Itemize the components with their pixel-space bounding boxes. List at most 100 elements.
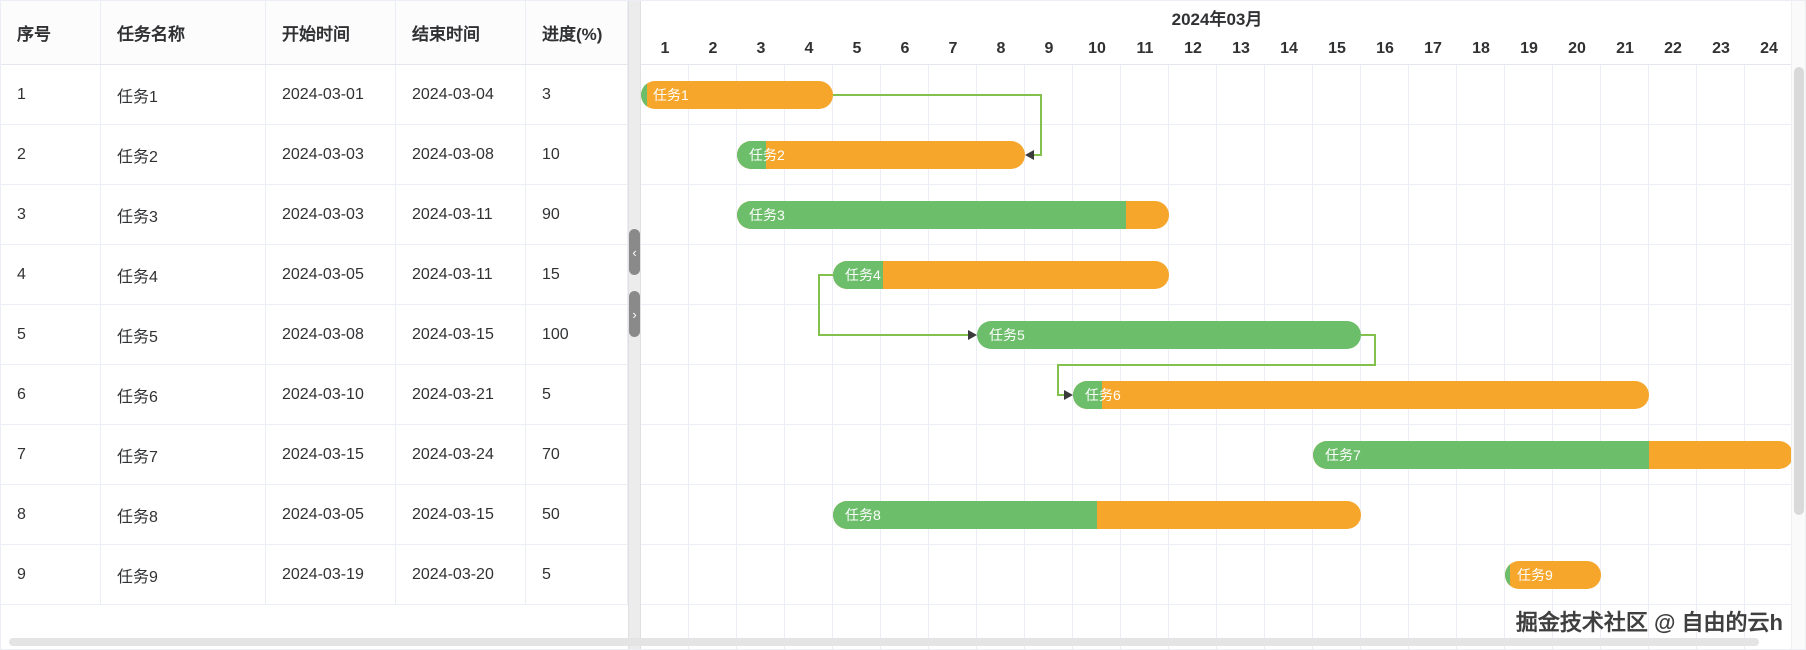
cell-index: 8: [1, 485, 101, 544]
task-bar[interactable]: 任务8: [833, 501, 1361, 529]
cell-name: 任务3: [101, 185, 266, 244]
task-table-panel: 序号 任务名称 开始时间 结束时间 进度(%) 1 任务1 2024-03-01 2024-0…: [1, 1, 628, 649]
day-header-cell: 20: [1568, 40, 1586, 57]
day-header-cell: 21: [1616, 40, 1634, 57]
cell-name: 任务2: [101, 125, 266, 184]
cell-start: 2024-03-15: [266, 425, 396, 484]
day-header-cell: 18: [1472, 40, 1490, 57]
column-header-end: 结束时间: [396, 1, 526, 64]
day-header-cell: 14: [1280, 40, 1298, 57]
day-header-cell: 15: [1328, 40, 1346, 57]
day-header-cell: 12: [1184, 40, 1202, 57]
cell-start: 2024-03-10: [266, 365, 396, 424]
task-bar-label: 任务1: [653, 87, 689, 103]
table-row[interactable]: 8 任务8 2024-03-05 2024-03-15 50: [1, 485, 628, 545]
task-bar-label: 任务8: [845, 507, 881, 523]
chevron-left-icon: ‹: [632, 244, 637, 260]
day-header-cell: 10: [1088, 40, 1106, 57]
day-header-cell: 11: [1136, 40, 1154, 57]
day-header-cell: 13: [1232, 40, 1250, 57]
task-bar[interactable]: 任务2: [737, 141, 1025, 169]
day-header-cell: 8: [996, 40, 1006, 57]
cell-end: 2024-03-24: [396, 425, 526, 484]
day-header-cell: 2: [708, 40, 718, 57]
cell-end: 2024-03-20: [396, 545, 526, 604]
task-bar[interactable]: 任务4: [833, 261, 1169, 289]
task-progress-fill: [1505, 561, 1510, 589]
cell-end: 2024-03-04: [396, 65, 526, 124]
cell-name: 任务1: [101, 65, 266, 124]
task-bar-label: 任务7: [1325, 447, 1361, 463]
cell-index: 9: [1, 545, 101, 604]
cell-index: 3: [1, 185, 101, 244]
cell-start: 2024-03-01: [266, 65, 396, 124]
cell-end: 2024-03-21: [396, 365, 526, 424]
cell-start: 2024-03-05: [266, 485, 396, 544]
cell-name: 任务7: [101, 425, 266, 484]
task-table-header: 序号 任务名称 开始时间 结束时间 进度(%): [1, 1, 628, 65]
cell-index: 1: [1, 65, 101, 124]
cell-start: 2024-03-03: [266, 185, 396, 244]
table-row[interactable]: 2 任务2 2024-03-03 2024-03-08 10: [1, 125, 628, 185]
table-row[interactable]: 6 任务6 2024-03-10 2024-03-21 5: [1, 365, 628, 425]
cell-end: 2024-03-15: [396, 485, 526, 544]
task-progress-fill: [977, 321, 1361, 349]
cell-name: 任务9: [101, 545, 266, 604]
day-header-cell: 6: [900, 40, 910, 57]
cell-start: 2024-03-19: [266, 545, 396, 604]
cell-progress: 50: [526, 485, 628, 544]
cell-index: 2: [1, 125, 101, 184]
cell-progress: 5: [526, 365, 628, 424]
task-bar-label: 任务3: [749, 207, 785, 223]
task-progress-fill: [833, 501, 1097, 529]
cell-progress: 5: [526, 545, 628, 604]
table-row[interactable]: 4 任务4 2024-03-05 2024-03-11 15: [1, 245, 628, 305]
cell-start: 2024-03-03: [266, 125, 396, 184]
task-bar[interactable]: 任务5: [977, 321, 1361, 349]
table-row[interactable]: 1 任务1 2024-03-01 2024-03-04 3: [1, 65, 628, 125]
day-header-cell: 5: [852, 40, 862, 57]
task-bar[interactable]: 任务1: [641, 81, 833, 109]
day-header-cell: 17: [1424, 40, 1442, 57]
cell-name: 任务6: [101, 365, 266, 424]
column-header-index: 序号: [1, 1, 101, 64]
table-row[interactable]: 3 任务3 2024-03-03 2024-03-11 90: [1, 185, 628, 245]
column-header-name: 任务名称: [101, 1, 266, 64]
column-header-start: 开始时间: [266, 1, 396, 64]
day-header-row: 1 2 3 4 5 6 7 8 9 10 11 12 13 14 15 16 17 18 19 20 21 22 23 24: [641, 33, 1793, 65]
collapse-right-handle[interactable]: ›: [629, 291, 640, 337]
cell-end: 2024-03-11: [396, 185, 526, 244]
gantt-chart-body: 任务1 任务2 任务3 任务4 任务5 任务6 任务7 任务8 任务9: [641, 65, 1793, 649]
task-bar[interactable]: 任务6: [1073, 381, 1649, 409]
task-bar[interactable]: 任务9: [1505, 561, 1601, 589]
horizontal-scrollbar-thumb[interactable]: [9, 638, 1759, 646]
table-row[interactable]: 5 任务5 2024-03-08 2024-03-15 100: [1, 305, 628, 365]
day-header-cell: 3: [756, 40, 766, 57]
column-header-progress: 进度(%): [526, 1, 628, 64]
cell-progress: 70: [526, 425, 628, 484]
vertical-scrollbar-thumb[interactable]: [1794, 67, 1804, 515]
cell-index: 6: [1, 365, 101, 424]
cell-end: 2024-03-08: [396, 125, 526, 184]
vertical-scrollbar[interactable]: [1791, 1, 1805, 649]
table-row[interactable]: 9 任务9 2024-03-19 2024-03-20 5: [1, 545, 628, 605]
cell-name: 任务4: [101, 245, 266, 304]
cell-name: 任务8: [101, 485, 266, 544]
task-progress-fill: [1073, 381, 1102, 409]
month-label: 2024年03月: [1171, 9, 1263, 29]
task-progress-fill: [641, 81, 647, 109]
collapse-left-handle[interactable]: ‹: [629, 229, 640, 275]
panel-splitter[interactable]: ‹ ›: [628, 1, 641, 649]
task-bar[interactable]: 任务3: [737, 201, 1169, 229]
day-header-cell: 7: [948, 40, 958, 57]
day-header-cell: 19: [1520, 40, 1538, 57]
task-bar-label: 任务2: [749, 147, 785, 163]
cell-progress: 15: [526, 245, 628, 304]
cell-index: 5: [1, 305, 101, 364]
task-bar[interactable]: 任务7: [1313, 441, 1793, 469]
task-bar-label: 任务5: [989, 327, 1025, 343]
cell-progress: 3: [526, 65, 628, 124]
table-row[interactable]: 7 任务7 2024-03-15 2024-03-24 70: [1, 425, 628, 485]
cell-start: 2024-03-08: [266, 305, 396, 364]
